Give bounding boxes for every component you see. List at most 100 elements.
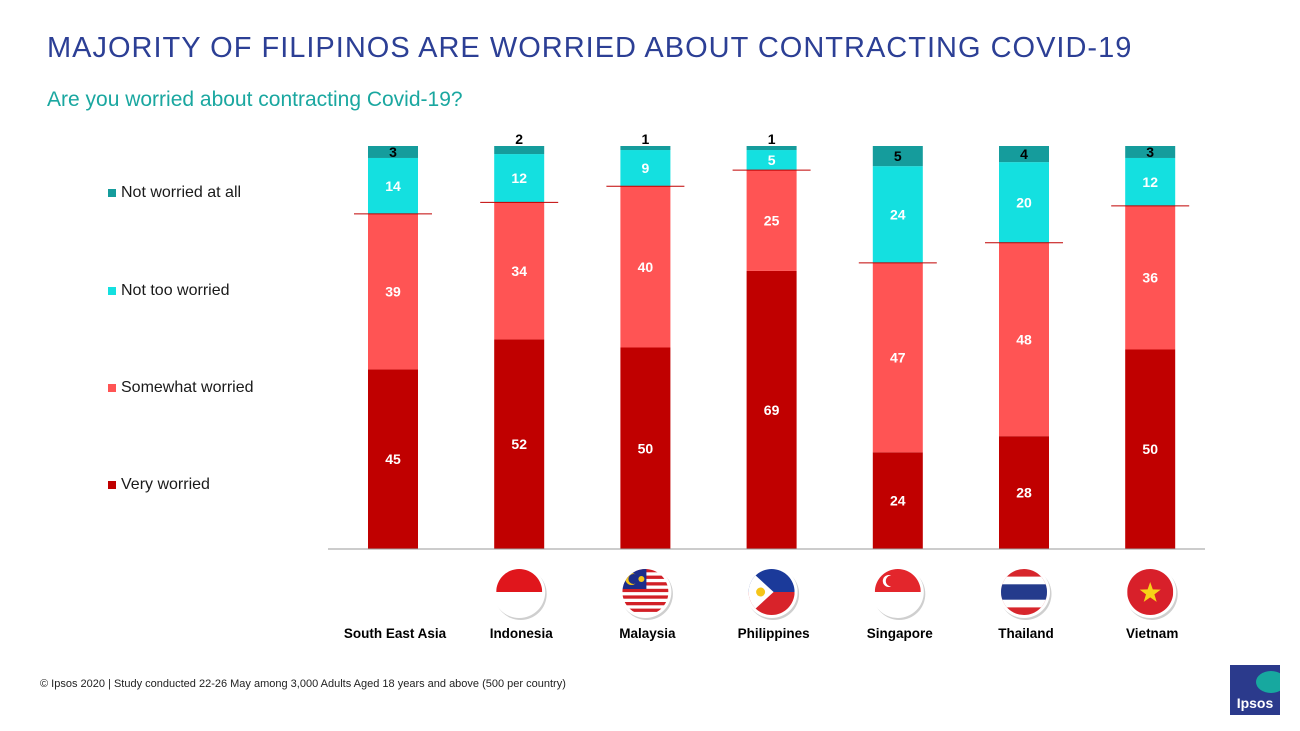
ipsos-logo: Ipsos (1230, 665, 1280, 715)
category-labels-group: South East Asia Indonesia Malaysia Philippi… (344, 626, 1178, 641)
bar-vietnam-not-too-worried (1125, 157, 1176, 206)
bar-thailand-very-worried (999, 436, 1049, 549)
value-label-vietnam-not-too-worried: 12 (1142, 174, 1158, 190)
category-label-vietnam: Vietnam (1126, 626, 1178, 641)
value-label-malaysia-not-too-worried: 9 (642, 160, 650, 176)
vietnam-flag-icon-inner (1127, 569, 1174, 615)
bars-group: 45 39 14 3 52 34 12 2 50 40 9 1 69 25 5 1 24 47 24 5 28 48 20 4… (354, 131, 1190, 549)
value-label-vietnam-very-worried: 50 (1142, 441, 1158, 457)
category-label-thailand: Thailand (998, 626, 1054, 641)
bar-thailand-not-too-worried (999, 162, 1049, 243)
value-label-vietnam-not-worried-at-all: 3 (1146, 144, 1154, 160)
value-label-vietnam-somewhat-worried: 36 (1142, 270, 1158, 286)
bar-vietnam-very-worried (1125, 349, 1176, 549)
value-label-south-east-asia-not-too-worried: 14 (385, 178, 401, 194)
value-label-philippines-not-worried-at-all: 1 (768, 131, 776, 147)
flags-group (493, 566, 1178, 620)
value-label-singapore-not-worried-at-all: 5 (894, 148, 902, 164)
value-label-thailand-somewhat-worried: 48 (1016, 331, 1032, 347)
singapore-flag-icon (871, 566, 926, 620)
bar-singapore-not-too-worried (872, 166, 923, 263)
philippines-flag-icon-sun (756, 587, 766, 597)
thailand-flag-icon (998, 566, 1052, 620)
singapore-flag-icon-inner (874, 569, 921, 615)
value-label-philippines-very-worried: 69 (764, 402, 780, 418)
category-label-malaysia: Malaysia (619, 626, 676, 641)
value-label-malaysia-not-worried-at-all: 1 (642, 131, 650, 147)
logo-text: Ipsos (1236, 695, 1274, 711)
bar-thailand-not-worried-at-all (999, 146, 1049, 163)
bar-malaysia-somewhat-worried (620, 186, 671, 348)
legend-swatch-not-worried-at-all (108, 189, 116, 197)
value-label-philippines-not-too-worried: 5 (768, 152, 776, 168)
bar-singapore-not-worried-at-all (872, 146, 923, 167)
bar-malaysia-very-worried (620, 347, 671, 549)
legend-label-very-worried: Very worried (121, 476, 210, 493)
legend-label-somewhat-worried: Somewhat worried (121, 379, 254, 396)
vietnam-flag-icon (1124, 566, 1178, 620)
bar-malaysia-not-too-worried (620, 150, 671, 187)
bar-philippines-not-too-worried (746, 150, 797, 171)
indonesia-flag-icon-red (496, 569, 543, 592)
category-label-philippines: Philippines (738, 626, 810, 641)
legend-item-somewhat-worried: Somewhat worried (108, 379, 254, 397)
legend-swatch-very-worried (108, 481, 116, 489)
legend-label-not-worried-at-all: Not worried at all (121, 184, 242, 201)
bar-thailand-somewhat-worried (999, 242, 1049, 437)
category-label-indonesia: Indonesia (490, 626, 554, 641)
bar-indonesia-somewhat-worried (494, 202, 545, 340)
legend-item-very-worried: Very worried (108, 476, 210, 494)
malaysia-flag-icon-stripe-4 (622, 595, 669, 599)
value-label-indonesia-not-worried-at-all: 2 (515, 131, 523, 147)
value-label-philippines-somewhat-worried: 25 (764, 213, 780, 229)
value-label-singapore-not-too-worried: 24 (890, 207, 906, 223)
malaysia-flag-icon-stripe-6 (622, 608, 669, 612)
bar-singapore-somewhat-worried (872, 262, 923, 453)
malaysia-flag-icon-star (638, 576, 645, 582)
chart-subtitle: Are you worried about contracting Covid-… (47, 88, 463, 111)
singapore-flag-icon-crescent-cut (885, 575, 897, 587)
bar-indonesia-very-worried (494, 339, 545, 549)
bar-south-east-asia-not-worried-at-all (368, 146, 418, 158)
indonesia-flag-icon-inner (496, 569, 543, 615)
bar-philippines-somewhat-worried (746, 170, 797, 271)
malaysia-flag-icon-crescent-cut (628, 574, 639, 584)
bar-malaysia-not-worried-at-all (620, 146, 671, 151)
singapore-flag-icon-white (874, 592, 921, 615)
philippines-flag-icon (745, 566, 800, 620)
malaysia-flag-icon (619, 566, 673, 620)
vietnam-flag-icon-star (1139, 582, 1161, 602)
thailand-flag-icon-blue (1001, 584, 1047, 600)
malaysia-flag-icon-stripe-3 (622, 588, 669, 593)
value-label-singapore-very-worried: 24 (890, 493, 906, 509)
bar-indonesia-not-worried-at-all (494, 146, 545, 155)
indonesia-flag-icon-white (496, 592, 543, 615)
value-label-thailand-not-too-worried: 20 (1016, 194, 1032, 210)
value-label-malaysia-somewhat-worried: 40 (638, 259, 654, 275)
value-label-south-east-asia-somewhat-worried: 39 (385, 284, 401, 300)
footer-note: © Ipsos 2020 | Study conducted 22-26 May… (40, 678, 566, 690)
legend-item-not-too-worried: Not too worried (108, 282, 230, 300)
value-label-thailand-not-worried-at-all: 4 (1020, 146, 1028, 162)
value-label-south-east-asia-very-worried: 45 (385, 451, 401, 467)
bar-south-east-asia-very-worried (368, 369, 418, 549)
legend-swatch-somewhat-worried (108, 384, 116, 392)
legend-item-not-worried-at-all: Not worried at all (108, 184, 241, 202)
stacked-bar-chart: 45 39 14 3 52 34 12 2 50 40 9 1 69 25 5 1 24 47 24 5 28 48 20 4… (328, 131, 1205, 641)
thailand-flag-icon-inner (1001, 569, 1047, 615)
value-label-indonesia-not-too-worried: 12 (511, 170, 527, 186)
bar-indonesia-not-too-worried (494, 154, 545, 203)
legend-swatch-not-too-worried (108, 287, 116, 295)
value-label-singapore-somewhat-worried: 47 (890, 350, 906, 366)
bar-philippines-very-worried (746, 270, 797, 549)
bar-vietnam-somewhat-worried (1125, 205, 1176, 350)
value-label-thailand-very-worried: 28 (1016, 485, 1032, 501)
bar-singapore-very-worried (872, 452, 923, 549)
value-label-south-east-asia-not-worried-at-all: 3 (389, 144, 397, 160)
page-title: MAJORITY OF FILIPINOS ARE WORRIED ABOUT … (47, 32, 1133, 64)
category-label-singapore: Singapore (867, 626, 934, 641)
value-label-indonesia-very-worried: 52 (511, 436, 527, 452)
bar-south-east-asia-somewhat-worried (368, 213, 418, 370)
value-label-malaysia-very-worried: 50 (638, 440, 654, 456)
malaysia-flag-icon-stripe-5 (622, 602, 669, 606)
